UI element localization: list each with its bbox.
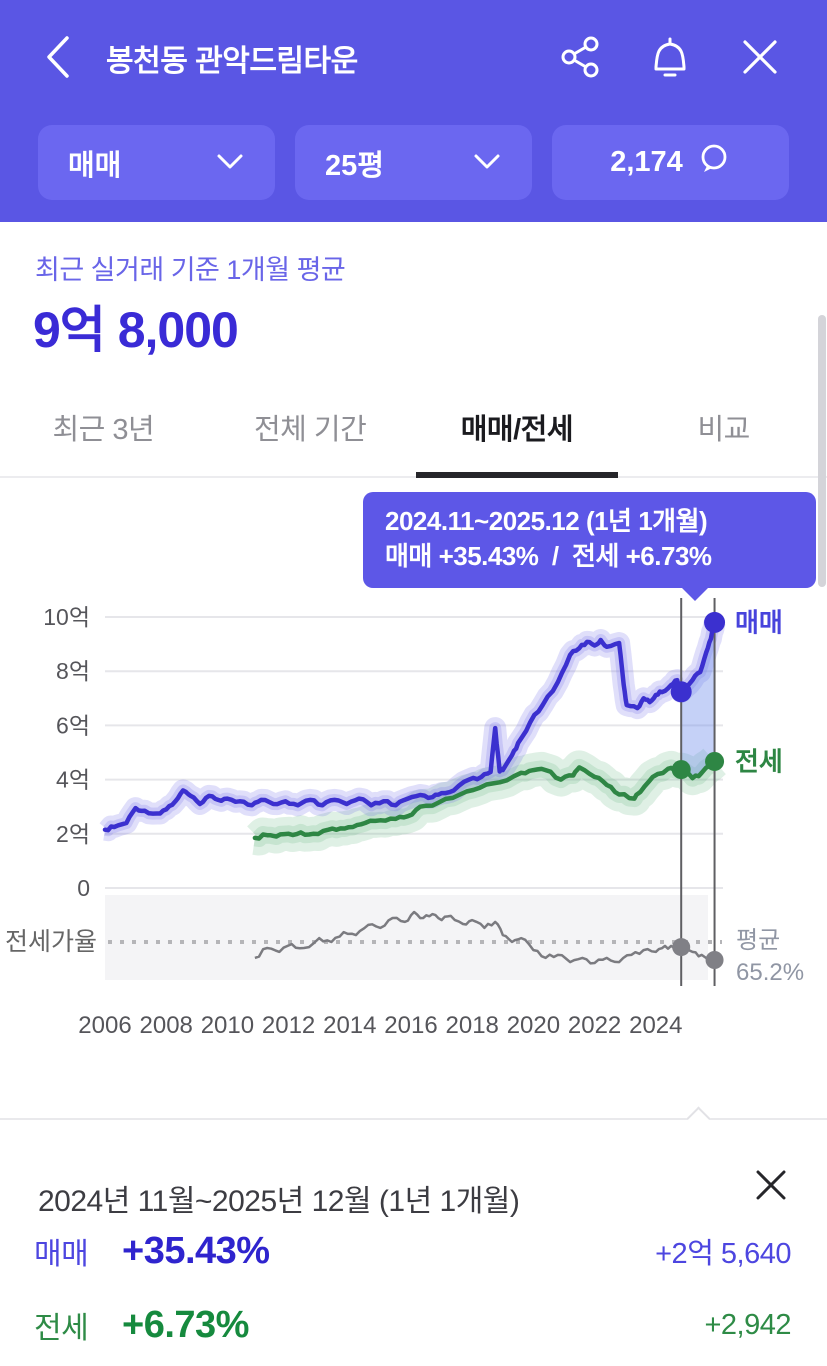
svg-text:8억: 8억 bbox=[56, 658, 90, 684]
chart-tabs: 최근 3년 전체 기간 매매/전세 비교 bbox=[0, 395, 827, 478]
header: 봉천동 관악드림타운 bbox=[0, 0, 827, 222]
jeonse-label: 전세 bbox=[34, 1312, 89, 1345]
tooltip-summary: 매매 +35.43% / 전세 +6.73% bbox=[385, 541, 712, 571]
svg-text:2018: 2018 bbox=[446, 1012, 499, 1039]
sale-change-row: 매매 +35.43% +2억 5,640 bbox=[34, 1228, 791, 1274]
svg-text:전세가율: 전세가율 bbox=[5, 928, 97, 956]
svg-text:4억: 4억 bbox=[56, 767, 90, 793]
tab-full-period[interactable]: 전체 기간 bbox=[207, 395, 414, 476]
trade-type-label: 매매 bbox=[68, 149, 122, 182]
svg-text:2006: 2006 bbox=[78, 1012, 131, 1039]
svg-text:평균: 평균 bbox=[736, 927, 780, 954]
svg-text:0: 0 bbox=[77, 875, 90, 901]
svg-text:2008: 2008 bbox=[140, 1012, 193, 1039]
sale-label: 매매 bbox=[34, 1238, 89, 1271]
area-filter[interactable]: 25평 bbox=[295, 125, 532, 200]
detail-panel: 2024년 11월~2025년 12월 (1년 1개월) 매매 +35.43% … bbox=[0, 1106, 827, 1366]
svg-text:2014: 2014 bbox=[323, 1012, 376, 1039]
jeonse-change-row: 전세 +6.73% +2,942 bbox=[34, 1302, 791, 1348]
svg-text:65.2%: 65.2% bbox=[736, 959, 804, 986]
close-button[interactable] bbox=[737, 35, 783, 81]
share-button[interactable] bbox=[557, 35, 603, 81]
svg-text:2022: 2022 bbox=[568, 1012, 621, 1039]
svg-text:2010: 2010 bbox=[201, 1012, 254, 1039]
panel-close-button[interactable] bbox=[749, 1164, 793, 1208]
tab-sale-jeonse[interactable]: 매매/전세 bbox=[414, 395, 621, 478]
price-history-chart[interactable]: 10억 8억 6억 4억 2억 0 전세가율 평균 65.2% 2006 2008 2010 2012 2… bbox=[0, 478, 827, 1118]
nav-row: 봉천동 관악드림타운 bbox=[0, 22, 827, 94]
page-title: 봉천동 관악드림타운 bbox=[106, 45, 358, 78]
svg-text:전세: 전세 bbox=[735, 746, 783, 776]
svg-text:10억: 10억 bbox=[43, 604, 90, 630]
area-label: 25평 bbox=[325, 149, 384, 182]
share-icon bbox=[558, 35, 602, 82]
close-icon bbox=[739, 36, 781, 81]
bell-icon bbox=[647, 34, 693, 83]
svg-text:2억: 2억 bbox=[56, 821, 90, 847]
filter-row: 매매 25평 2,174 bbox=[0, 125, 827, 200]
panel-period: 2024년 11월~2025년 12월 (1년 1개월) bbox=[38, 1185, 520, 1218]
close-icon bbox=[753, 1167, 789, 1206]
sale-change-amount: +2억 5,640 bbox=[655, 1238, 791, 1270]
svg-text:2016: 2016 bbox=[384, 1012, 437, 1039]
tab-compare[interactable]: 비교 bbox=[620, 395, 827, 476]
comment-count: 2,174 bbox=[610, 146, 683, 178]
svg-text:매매: 매매 bbox=[735, 607, 783, 637]
tab-recent-3y[interactable]: 최근 3년 bbox=[0, 395, 207, 476]
jeonse-change-amount: +2,942 bbox=[704, 1308, 791, 1341]
jeonse-change-pct: +6.73% bbox=[122, 1303, 249, 1346]
comments-button[interactable]: 2,174 bbox=[552, 125, 789, 200]
svg-text:2012: 2012 bbox=[262, 1012, 315, 1039]
nav-icons bbox=[557, 35, 783, 81]
chevron-down-icon bbox=[215, 146, 245, 179]
average-price: 9억 8,000 bbox=[33, 302, 239, 358]
chevron-down-icon bbox=[472, 146, 502, 179]
tooltip-period: 2024.11~2025.12 (1년 1개월) bbox=[385, 506, 708, 536]
chat-bubble-icon bbox=[697, 142, 731, 184]
price-caption: 최근 실거래 기준 1개월 평균 bbox=[35, 255, 346, 285]
scrollbar-thumb[interactable] bbox=[818, 315, 826, 587]
svg-text:6억: 6억 bbox=[56, 712, 90, 738]
svg-text:2024: 2024 bbox=[629, 1012, 682, 1039]
notifications-button[interactable] bbox=[647, 35, 693, 81]
svg-text:2020: 2020 bbox=[507, 1012, 560, 1039]
sale-change-pct: +35.43% bbox=[122, 1229, 270, 1272]
chevron-left-icon bbox=[41, 34, 75, 83]
trade-type-filter[interactable]: 매매 bbox=[38, 125, 275, 200]
chart-section: 10억 8억 6억 4억 2억 0 전세가율 평균 65.2% 2006 2008 2010 2012 2… bbox=[0, 478, 827, 1118]
back-button[interactable] bbox=[28, 28, 88, 88]
chart-tooltip: 2024.11~2025.12 (1년 1개월) 매매 +35.43% / 전세… bbox=[363, 492, 816, 601]
price-summary: 최근 실거래 기준 1개월 평균 9억 8,000 bbox=[0, 222, 827, 395]
